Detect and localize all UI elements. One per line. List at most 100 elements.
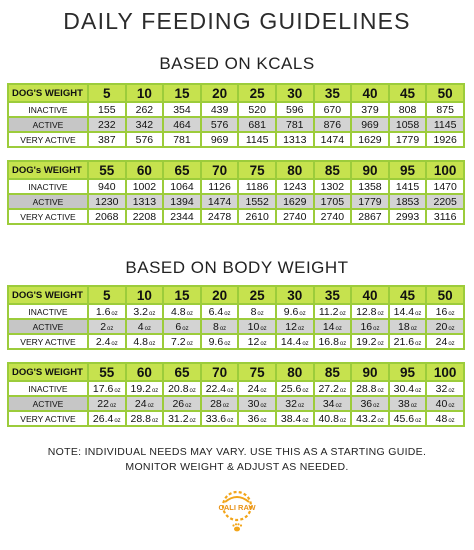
feeding-amount-cell: 48oz [425, 410, 465, 427]
unit-suffix: oz [222, 402, 230, 409]
feeding-amount-cell: 1629 [274, 193, 315, 210]
unit-suffix: oz [339, 417, 347, 424]
feeding-amount-cell: 155 [87, 101, 127, 118]
weight-column-header: 75 [237, 362, 277, 382]
unit-suffix: oz [151, 387, 159, 394]
feeding-amount-cell: 1145 [237, 131, 277, 148]
activity-row: VERY ACTIVE 2068 2208 2344 2478 2610 2740 2740 2… [7, 208, 465, 225]
feeding-amount-cell: 1145 [425, 116, 465, 133]
activity-level-label: ACTIVE [7, 193, 89, 210]
unit-suffix: oz [415, 387, 422, 394]
feeding-amount-cell: 379 [350, 101, 390, 118]
feeding-amount-cell: 6oz [162, 318, 202, 335]
feeding-amount-cell: 576 [199, 116, 240, 133]
unit-suffix: oz [186, 340, 193, 347]
weight-column-header: 30 [274, 83, 315, 103]
feeding-amount-cell: 232 [87, 116, 127, 133]
activity-level-label: INACTIVE [7, 101, 89, 118]
activity-row: INACTIVE 17.6oz 19.2oz 20.8oz 22.4oz 24oz 25.6… [7, 380, 465, 397]
feeding-amount-cell: 342 [124, 116, 165, 133]
unit-suffix: oz [302, 340, 309, 347]
cali-raw-logo: CALI RAW [218, 490, 256, 532]
unit-suffix: oz [149, 310, 156, 317]
feeding-amount-cell: 22oz [87, 395, 127, 412]
feeding-amount-cell: 43.2oz [350, 410, 390, 427]
feeding-amount-cell: 38.4oz [274, 410, 315, 427]
feeding-amount-cell: 1926 [425, 131, 465, 148]
feeding-amount-cell: 1058 [387, 116, 428, 133]
weight-column-header: 10 [124, 285, 165, 305]
activity-level-label: INACTIVE [7, 303, 89, 320]
weight-column-header: 100 [425, 160, 465, 180]
unit-suffix: oz [260, 387, 267, 394]
weight-column-header: 50 [425, 83, 465, 103]
feeding-amount-cell: 1779 [350, 193, 390, 210]
weight-column-header: 70 [199, 160, 240, 180]
weight-column-header: 65 [162, 362, 202, 382]
weight-column-header: 30 [274, 285, 315, 305]
feeding-amount-cell: 1243 [274, 178, 315, 195]
activity-row: ACTIVE 2oz 4oz 6oz 8oz 10oz 12oz 14oz 16oz 18oz 20… [7, 318, 465, 335]
feeding-amount-cell: 45.6oz [387, 410, 428, 427]
weight-column-header: 60 [124, 160, 165, 180]
unit-suffix: oz [410, 402, 418, 409]
feeding-amount-cell: 16.8oz [312, 333, 353, 350]
unit-suffix: oz [297, 325, 305, 332]
feeding-amount-cell: 34oz [312, 395, 353, 412]
unit-suffix: oz [111, 340, 118, 347]
unit-suffix: oz [144, 325, 151, 332]
feeding-amount-cell: 14.4oz [387, 303, 428, 320]
unit-suffix: oz [185, 402, 192, 409]
feeding-amount-cell: 1313 [124, 193, 165, 210]
activity-level-label: VERY ACTIVE [7, 208, 89, 225]
weight-header-row: DOG'S WEIGHT 5 10 15 20 25 30 35 40 45 50 [7, 285, 465, 305]
feeding-amount-cell: 7.2oz [162, 333, 202, 350]
unit-suffix: oz [448, 340, 455, 347]
activity-row: INACTIVE 155 262 354 439 520 596 670 379 808 875 [7, 101, 465, 118]
feeding-amount-cell: 25.6oz [274, 380, 315, 397]
weight-column-header: 100 [425, 362, 465, 382]
feeding-amount-cell: 781 [162, 131, 202, 148]
weight-header-row: DOG's WEIGHT 55 60 65 70 75 80 85 90 95 100 [7, 160, 465, 180]
weight-column-header: 95 [387, 160, 428, 180]
unit-suffix: oz [149, 340, 156, 347]
feeding-amount-cell: 14.4oz [274, 333, 315, 350]
feeding-amount-cell: 1552 [237, 193, 277, 210]
unit-suffix: oz [448, 402, 455, 409]
feeding-amount-cell: 808 [387, 101, 428, 118]
feeding-amount-cell: 596 [274, 101, 315, 118]
unit-suffix: oz [260, 417, 267, 424]
feeding-amount-cell: 20.8oz [162, 380, 202, 397]
section-heading-body-weight: BASED ON BODY WEIGHT [125, 258, 349, 277]
weight-column-header: 90 [350, 160, 390, 180]
unit-suffix: oz [339, 340, 347, 347]
unit-suffix: oz [302, 387, 309, 394]
feeding-amount-cell: 3116 [425, 208, 465, 225]
activity-level-label: ACTIVE [7, 116, 89, 133]
feeding-amount-cell: 2205 [425, 193, 465, 210]
weight-column-header: 85 [312, 362, 353, 382]
unit-suffix: oz [224, 310, 231, 317]
feeding-amount-cell: 31.2oz [162, 410, 202, 427]
feeding-amount-cell: 681 [237, 116, 277, 133]
feeding-amount-cell: 576 [124, 131, 165, 148]
unit-suffix: oz [377, 310, 384, 317]
unit-suffix: oz [377, 340, 384, 347]
unit-suffix: oz [114, 387, 121, 394]
dogs-weight-label: DOG'S WEIGHT [7, 285, 89, 305]
feeding-amount-cell: 876 [312, 116, 353, 133]
feeding-amount-cell: 2344 [162, 208, 202, 225]
feeding-amount-cell: 940 [87, 178, 127, 195]
feeding-amount-cell: 28oz [199, 395, 240, 412]
weight-column-header: 55 [87, 160, 127, 180]
unit-suffix: oz [114, 417, 121, 424]
unit-suffix: oz [227, 387, 234, 394]
unit-suffix: oz [147, 402, 154, 409]
feeding-amount-cell: 22.4oz [199, 380, 240, 397]
feeding-amount-cell: 1779 [387, 131, 428, 148]
feeding-amount-cell: 12.8oz [350, 303, 390, 320]
feeding-amount-cell: 969 [199, 131, 240, 148]
unit-suffix: oz [415, 310, 422, 317]
feeding-amount-cell: 1126 [199, 178, 240, 195]
feeding-amount-cell: 20oz [425, 318, 465, 335]
